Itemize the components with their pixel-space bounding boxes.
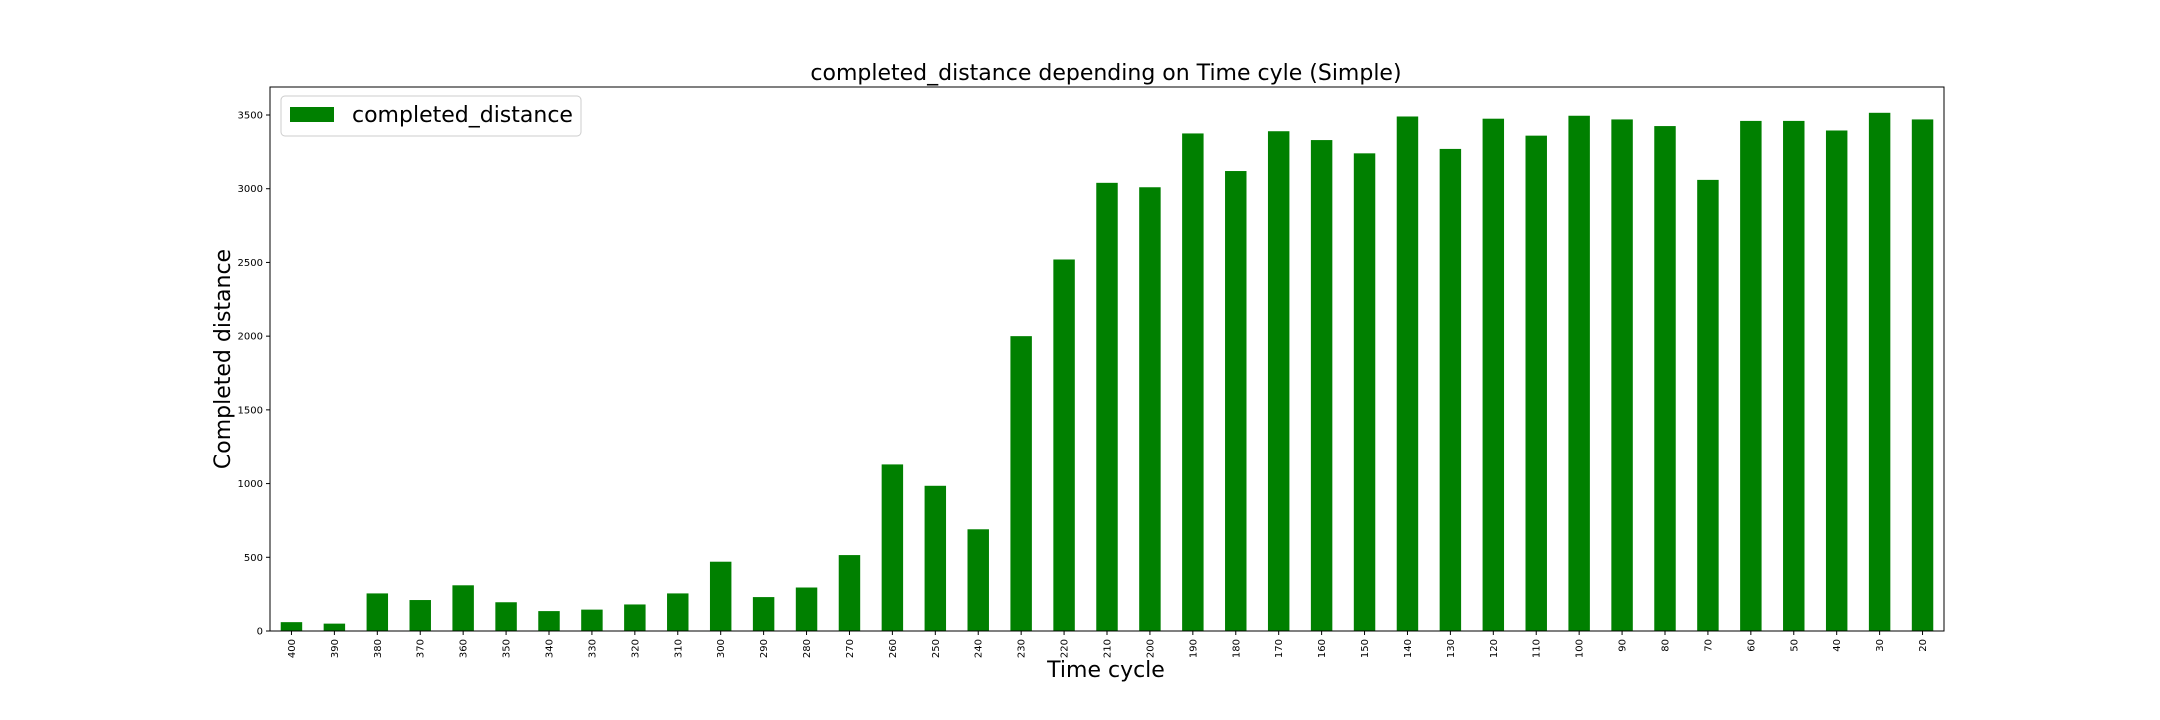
y-tick-label: 500 bbox=[244, 553, 263, 564]
x-tick-label: 400 bbox=[287, 639, 298, 658]
legend-frame bbox=[280, 95, 582, 137]
x-tick-label: 70 bbox=[1703, 639, 1714, 652]
x-tick-label: 160 bbox=[1317, 639, 1328, 658]
bar-150 bbox=[1353, 153, 1376, 631]
x-tick-label: 110 bbox=[1532, 639, 1543, 658]
x-tick-label: 380 bbox=[373, 639, 384, 658]
bars-group bbox=[280, 112, 1934, 632]
bar-40 bbox=[1825, 130, 1848, 632]
x-tick-label: 230 bbox=[1017, 639, 1028, 658]
bar-300 bbox=[709, 561, 732, 631]
x-tick-label: 100 bbox=[1575, 639, 1586, 658]
bar-160 bbox=[1310, 140, 1333, 631]
x-tick-label: 120 bbox=[1489, 639, 1500, 658]
x-tick-label: 350 bbox=[502, 639, 513, 658]
x-tick-label: 130 bbox=[1446, 639, 1457, 658]
x-tick-label: 310 bbox=[673, 639, 684, 658]
bar-350 bbox=[495, 602, 517, 631]
x-tick-label: 50 bbox=[1789, 639, 1800, 652]
x-tick-label: 180 bbox=[1231, 639, 1242, 658]
bar-100 bbox=[1568, 115, 1590, 631]
x-tick-label: 60 bbox=[1746, 639, 1757, 652]
bar-70 bbox=[1697, 179, 1719, 631]
x-tick-label: 290 bbox=[759, 639, 770, 658]
bar-390 bbox=[323, 623, 346, 631]
x-tick-label: 170 bbox=[1274, 639, 1285, 658]
x-tick-label: 390 bbox=[330, 639, 341, 658]
x-tick-label: 270 bbox=[845, 639, 856, 658]
bar-200 bbox=[1139, 187, 1161, 631]
y-axis-label: Completed distance bbox=[211, 249, 236, 469]
bar-380 bbox=[366, 593, 389, 631]
bar-60 bbox=[1740, 120, 1762, 631]
bar-170 bbox=[1267, 131, 1290, 632]
bar-320 bbox=[624, 604, 646, 631]
x-tick-label: 220 bbox=[1060, 639, 1071, 658]
x-tick-label: 210 bbox=[1103, 639, 1114, 658]
x-tick-label: 340 bbox=[545, 639, 556, 658]
bar-50 bbox=[1783, 120, 1805, 631]
bar-120 bbox=[1482, 118, 1505, 631]
bar-310 bbox=[667, 593, 689, 631]
x-axis: 400 390 380 370 360 350 340 330 320 310 300 290 280 2… bbox=[287, 631, 1929, 658]
legend-label: completed_distance bbox=[352, 103, 573, 128]
bar-130 bbox=[1439, 148, 1462, 632]
bar-370 bbox=[409, 600, 431, 631]
bar-20 bbox=[1911, 119, 1934, 632]
bar-260 bbox=[881, 464, 904, 631]
x-tick-label: 30 bbox=[1875, 639, 1886, 652]
bar-30 bbox=[1868, 112, 1891, 632]
bar-230 bbox=[1010, 336, 1032, 631]
y-tick-label: 2000 bbox=[238, 332, 263, 343]
x-tick-label: 370 bbox=[416, 639, 427, 658]
plot-frame bbox=[269, 86, 1945, 632]
chart-title: completed_distance depending on Time cyl… bbox=[810, 61, 1401, 86]
y-tick-label: 0 bbox=[257, 627, 263, 638]
bar-290 bbox=[752, 597, 775, 631]
x-tick-label: 20 bbox=[1918, 639, 1929, 652]
y-tick-label: 3000 bbox=[238, 184, 263, 195]
legend-swatch bbox=[290, 107, 334, 122]
x-tick-label: 250 bbox=[931, 639, 942, 658]
y-tick-label: 1500 bbox=[238, 405, 263, 416]
bar-180 bbox=[1225, 171, 1247, 631]
bar-400 bbox=[280, 622, 303, 631]
x-tick-label: 140 bbox=[1403, 639, 1414, 658]
x-tick-label: 240 bbox=[974, 639, 985, 658]
bar-220 bbox=[1053, 259, 1075, 631]
bar-90 bbox=[1611, 119, 1633, 632]
x-tick-label: 90 bbox=[1618, 639, 1629, 652]
x-tick-label: 330 bbox=[587, 639, 598, 658]
bar-210 bbox=[1096, 182, 1118, 631]
x-tick-label: 190 bbox=[1188, 639, 1199, 658]
bar-280 bbox=[795, 587, 818, 631]
y-tick-label: 2500 bbox=[238, 258, 263, 269]
bar-340 bbox=[538, 611, 560, 631]
y-tick-label: 3500 bbox=[238, 111, 263, 122]
bar-240 bbox=[967, 529, 989, 631]
legend: completed_distance bbox=[280, 95, 582, 137]
bar-270 bbox=[838, 555, 861, 631]
x-tick-label: 280 bbox=[802, 639, 813, 658]
bar-250 bbox=[924, 485, 947, 631]
x-axis-label: Time cycle bbox=[1046, 658, 1165, 683]
bar-360 bbox=[452, 585, 474, 631]
x-tick-label: 360 bbox=[459, 639, 470, 658]
bar-80 bbox=[1654, 126, 1676, 631]
x-tick-label: 320 bbox=[630, 639, 641, 658]
x-tick-label: 260 bbox=[888, 639, 899, 658]
x-tick-label: 80 bbox=[1661, 639, 1672, 652]
y-tick-label: 1000 bbox=[238, 479, 263, 490]
bar-330 bbox=[581, 609, 603, 631]
y-axis: 0 500 1000 1500 2000 2500 3000 3500 bbox=[238, 111, 270, 638]
bar-110 bbox=[1525, 135, 1547, 631]
x-tick-label: 300 bbox=[716, 639, 727, 658]
x-tick-label: 150 bbox=[1360, 639, 1371, 658]
bar-140 bbox=[1396, 116, 1419, 632]
x-tick-label: 200 bbox=[1145, 639, 1156, 658]
bar-190 bbox=[1182, 133, 1204, 631]
x-tick-label: 40 bbox=[1832, 639, 1843, 652]
